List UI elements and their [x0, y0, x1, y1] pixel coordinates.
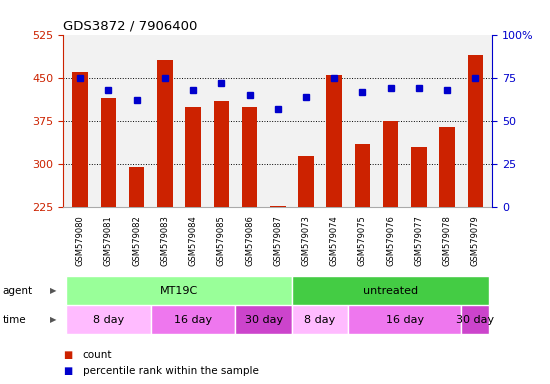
Bar [270, 205, 285, 207]
Bar [327, 75, 342, 207]
Bar [213, 101, 229, 207]
Text: ■: ■ [63, 366, 73, 376]
Bar [383, 121, 398, 207]
Bar [73, 72, 88, 207]
Text: 8 day: 8 day [93, 314, 124, 325]
Text: GSM579075: GSM579075 [358, 215, 367, 266]
Text: GSM579085: GSM579085 [217, 215, 226, 266]
Text: 16 day: 16 day [174, 314, 212, 325]
Text: ▶: ▶ [50, 286, 56, 295]
Text: GSM579074: GSM579074 [329, 215, 339, 266]
Bar [298, 156, 314, 207]
Text: GSM579084: GSM579084 [189, 215, 197, 266]
Text: 16 day: 16 day [386, 314, 424, 325]
Text: MT19C: MT19C [160, 286, 198, 296]
Text: ▶: ▶ [50, 315, 56, 324]
Bar [411, 147, 427, 207]
Text: ■: ■ [63, 350, 73, 360]
Bar [242, 107, 257, 207]
Text: GSM579080: GSM579080 [76, 215, 85, 266]
Text: time: time [3, 314, 26, 325]
Bar [185, 107, 201, 207]
Bar [101, 98, 116, 207]
Text: 30 day: 30 day [245, 314, 283, 325]
Text: agent: agent [3, 286, 33, 296]
Bar [461, 305, 490, 334]
Bar [292, 276, 490, 305]
Text: GSM579083: GSM579083 [161, 215, 169, 266]
Bar [157, 61, 173, 207]
Text: count: count [82, 350, 112, 360]
Bar [355, 144, 370, 207]
Text: untreated: untreated [363, 286, 418, 296]
Text: 30 day: 30 day [456, 314, 494, 325]
Text: GSM579076: GSM579076 [386, 215, 395, 266]
Text: GSM579087: GSM579087 [273, 215, 282, 266]
Bar [151, 305, 235, 334]
Text: GSM579086: GSM579086 [245, 215, 254, 266]
Text: GSM579077: GSM579077 [414, 215, 424, 266]
Text: GSM579081: GSM579081 [104, 215, 113, 266]
Text: GSM579078: GSM579078 [443, 215, 452, 266]
Text: GSM579082: GSM579082 [132, 215, 141, 266]
Bar [439, 127, 455, 207]
Bar [129, 167, 145, 207]
Text: percentile rank within the sample: percentile rank within the sample [82, 366, 258, 376]
Bar [468, 55, 483, 207]
Bar [66, 276, 292, 305]
Bar [292, 305, 348, 334]
Bar [235, 305, 292, 334]
Bar [66, 305, 151, 334]
Text: 8 day: 8 day [305, 314, 336, 325]
Bar [348, 305, 461, 334]
Text: GDS3872 / 7906400: GDS3872 / 7906400 [63, 19, 197, 32]
Text: GSM579073: GSM579073 [301, 215, 310, 266]
Text: GSM579079: GSM579079 [471, 215, 480, 266]
